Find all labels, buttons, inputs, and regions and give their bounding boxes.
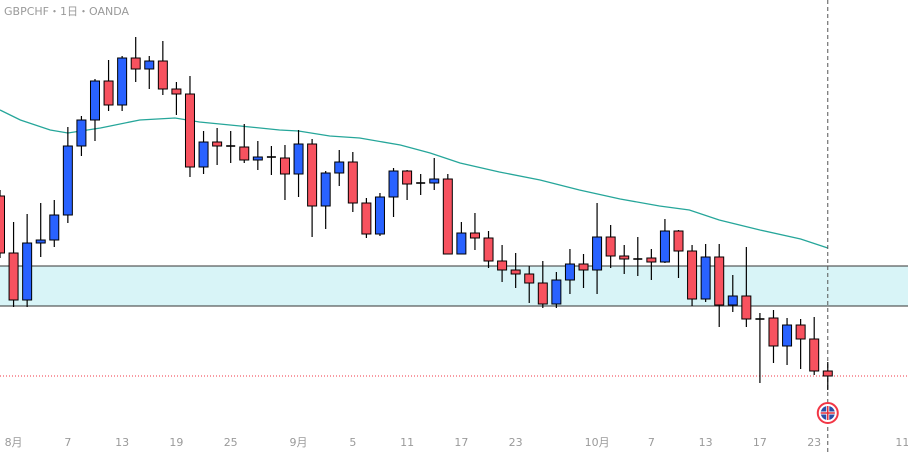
candle-bearish[interactable] xyxy=(483,237,494,262)
candle-bearish[interactable] xyxy=(822,370,833,377)
candle-bullish[interactable] xyxy=(456,232,467,255)
candle-bullish[interactable] xyxy=(117,57,128,106)
candle-bearish[interactable] xyxy=(687,250,698,300)
x-axis-tick-label: 9月 xyxy=(290,436,308,449)
candle-bearish[interactable] xyxy=(795,324,806,340)
candle-bullish[interactable] xyxy=(49,214,60,241)
candle-bullish[interactable] xyxy=(334,161,345,174)
candle-bullish[interactable] xyxy=(293,143,304,175)
candle-bearish[interactable] xyxy=(279,157,290,175)
candle-bearish[interactable] xyxy=(646,257,657,263)
x-axis-tick-label: 23 xyxy=(509,436,523,449)
x-axis-tick-label: 8月 xyxy=(5,436,23,449)
x-axis-tick-label: 23 xyxy=(807,436,821,449)
candle-bearish[interactable] xyxy=(673,230,684,252)
candle-bullish[interactable] xyxy=(252,156,263,161)
candle-bearish[interactable] xyxy=(537,282,548,305)
support-zone[interactable] xyxy=(0,266,908,306)
x-axis-tick-label: 5 xyxy=(349,436,356,449)
candle-bearish[interactable] xyxy=(524,273,535,284)
candle-bearish[interactable] xyxy=(578,263,589,271)
candle-bullish[interactable] xyxy=(144,60,155,70)
x-axis-tick-label: 7 xyxy=(648,436,655,449)
candle-bearish[interactable] xyxy=(130,57,141,70)
x-axis-tick-label: 13 xyxy=(699,436,713,449)
x-axis-tick-label: 7 xyxy=(64,436,71,449)
candle-bearish[interactable] xyxy=(212,141,223,147)
candle-bearish[interactable] xyxy=(103,80,114,106)
x-axis-tick-label: 19 xyxy=(169,436,183,449)
candle-bullish[interactable] xyxy=(700,256,711,300)
candle-bearish[interactable] xyxy=(402,170,413,185)
candle-bearish[interactable] xyxy=(510,269,521,275)
candle-bullish[interactable] xyxy=(22,242,33,301)
candle-bullish[interactable] xyxy=(592,236,603,271)
candle-bullish[interactable] xyxy=(388,170,399,198)
candle-bullish[interactable] xyxy=(429,178,440,184)
moving-average-line xyxy=(0,109,828,249)
x-axis-tick-label: 11 xyxy=(895,436,908,449)
x-axis-tick-label: 13 xyxy=(115,436,129,449)
candle-bearish[interactable] xyxy=(239,146,250,161)
candle-bearish[interactable] xyxy=(714,256,725,306)
candle-bullish[interactable] xyxy=(727,295,738,306)
candle-bearish[interactable] xyxy=(809,338,820,372)
candle-bullish[interactable] xyxy=(659,230,670,263)
candle-bearish[interactable] xyxy=(605,236,616,257)
candle-bearish[interactable] xyxy=(347,161,358,204)
candle-bullish[interactable] xyxy=(76,119,87,147)
candle-bearish[interactable] xyxy=(157,60,168,90)
candle-bearish[interactable] xyxy=(0,195,5,254)
candle-bearish[interactable] xyxy=(497,260,508,271)
candle-bullish[interactable] xyxy=(89,80,100,121)
candle-bearish[interactable] xyxy=(768,317,779,347)
candle-bullish[interactable] xyxy=(564,263,575,281)
candle-bullish[interactable] xyxy=(62,145,73,216)
x-axis-tick-label: 10月 xyxy=(585,436,610,449)
candle-bullish[interactable] xyxy=(198,141,209,168)
x-axis-tick-label: 17 xyxy=(753,436,767,449)
candle-bearish[interactable] xyxy=(361,202,372,235)
x-axis-tick-label: 11 xyxy=(400,436,414,449)
candle-bullish[interactable] xyxy=(35,239,46,244)
candle-bearish[interactable] xyxy=(741,295,752,320)
candle-bearish[interactable] xyxy=(442,178,453,255)
candle-bearish[interactable] xyxy=(8,252,19,301)
candle-bearish[interactable] xyxy=(307,143,318,207)
candle-bearish[interactable] xyxy=(619,255,630,260)
x-axis-tick-label: 17 xyxy=(454,436,468,449)
candle-bearish[interactable] xyxy=(469,232,480,239)
candle-bullish[interactable] xyxy=(782,324,793,347)
uk-flag-icon[interactable] xyxy=(816,402,839,424)
candle-bullish[interactable] xyxy=(551,279,562,305)
x-axis-tick-label: 25 xyxy=(224,436,238,449)
candle-bearish[interactable] xyxy=(184,93,195,168)
candle-bullish[interactable] xyxy=(374,196,385,235)
chart-title: GBPCHF・1日・OANDA xyxy=(4,5,130,18)
candle-bearish[interactable] xyxy=(171,88,182,95)
candle-bullish[interactable] xyxy=(320,172,331,207)
